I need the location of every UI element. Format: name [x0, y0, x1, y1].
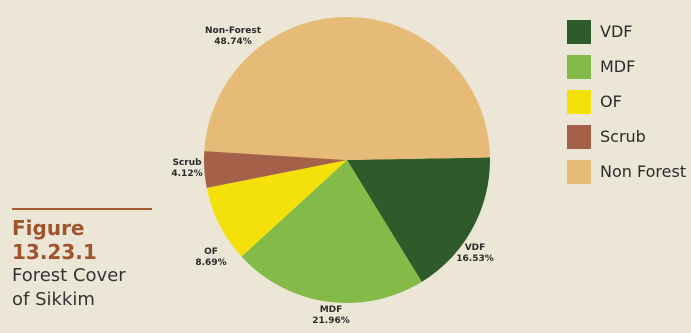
legend-label-mdf: MDF	[600, 57, 636, 76]
legend-swatch-of	[567, 89, 591, 114]
pie-slice-mdf	[241, 160, 422, 304]
slice-label-scrub: Scrub 4.12%	[171, 158, 202, 179]
legend-label-non-forest: Non Forest	[600, 162, 687, 181]
legend-swatch-scrub	[567, 124, 591, 149]
caption-line-1: Forest Cover	[12, 265, 126, 286]
figure-number: Figure 13.23.1	[12, 216, 97, 264]
slice-label-mdf: MDF 21.96%	[312, 305, 350, 326]
legend-item-of: OF	[567, 84, 686, 119]
legend-swatch-mdf	[567, 54, 591, 79]
pie-slice-non-forest	[204, 16, 490, 160]
pie-slice-vdf	[347, 157, 491, 282]
legend-swatch-vdf	[567, 19, 591, 44]
pie-slice-of	[206, 160, 347, 257]
legend-item-scrub: Scrub	[567, 119, 686, 154]
legend-label-scrub: Scrub	[600, 127, 646, 146]
legend-label-vdf: VDF	[600, 22, 633, 41]
pie-slice-scrub	[203, 151, 347, 188]
legend-label-of: OF	[600, 92, 622, 111]
legend-item-mdf: MDF	[567, 49, 686, 84]
caption-line-2: of Sikkim	[12, 289, 95, 310]
caption-rule	[12, 208, 152, 210]
legend: VDF MDF OF Scrub Non Forest	[567, 14, 686, 189]
slice-label-of: OF 8.69%	[195, 247, 226, 268]
slice-label-vdf: VDF 16.53%	[456, 243, 494, 264]
legend-swatch-non-forest	[567, 159, 591, 184]
slice-label-non-forest: Non-Forest 48.74%	[205, 26, 262, 47]
figure-caption: Figure 13.23.1 Forest Cover of Sikkim	[12, 208, 152, 312]
legend-item-non-forest: Non Forest	[567, 154, 686, 189]
legend-item-vdf: VDF	[567, 14, 686, 49]
